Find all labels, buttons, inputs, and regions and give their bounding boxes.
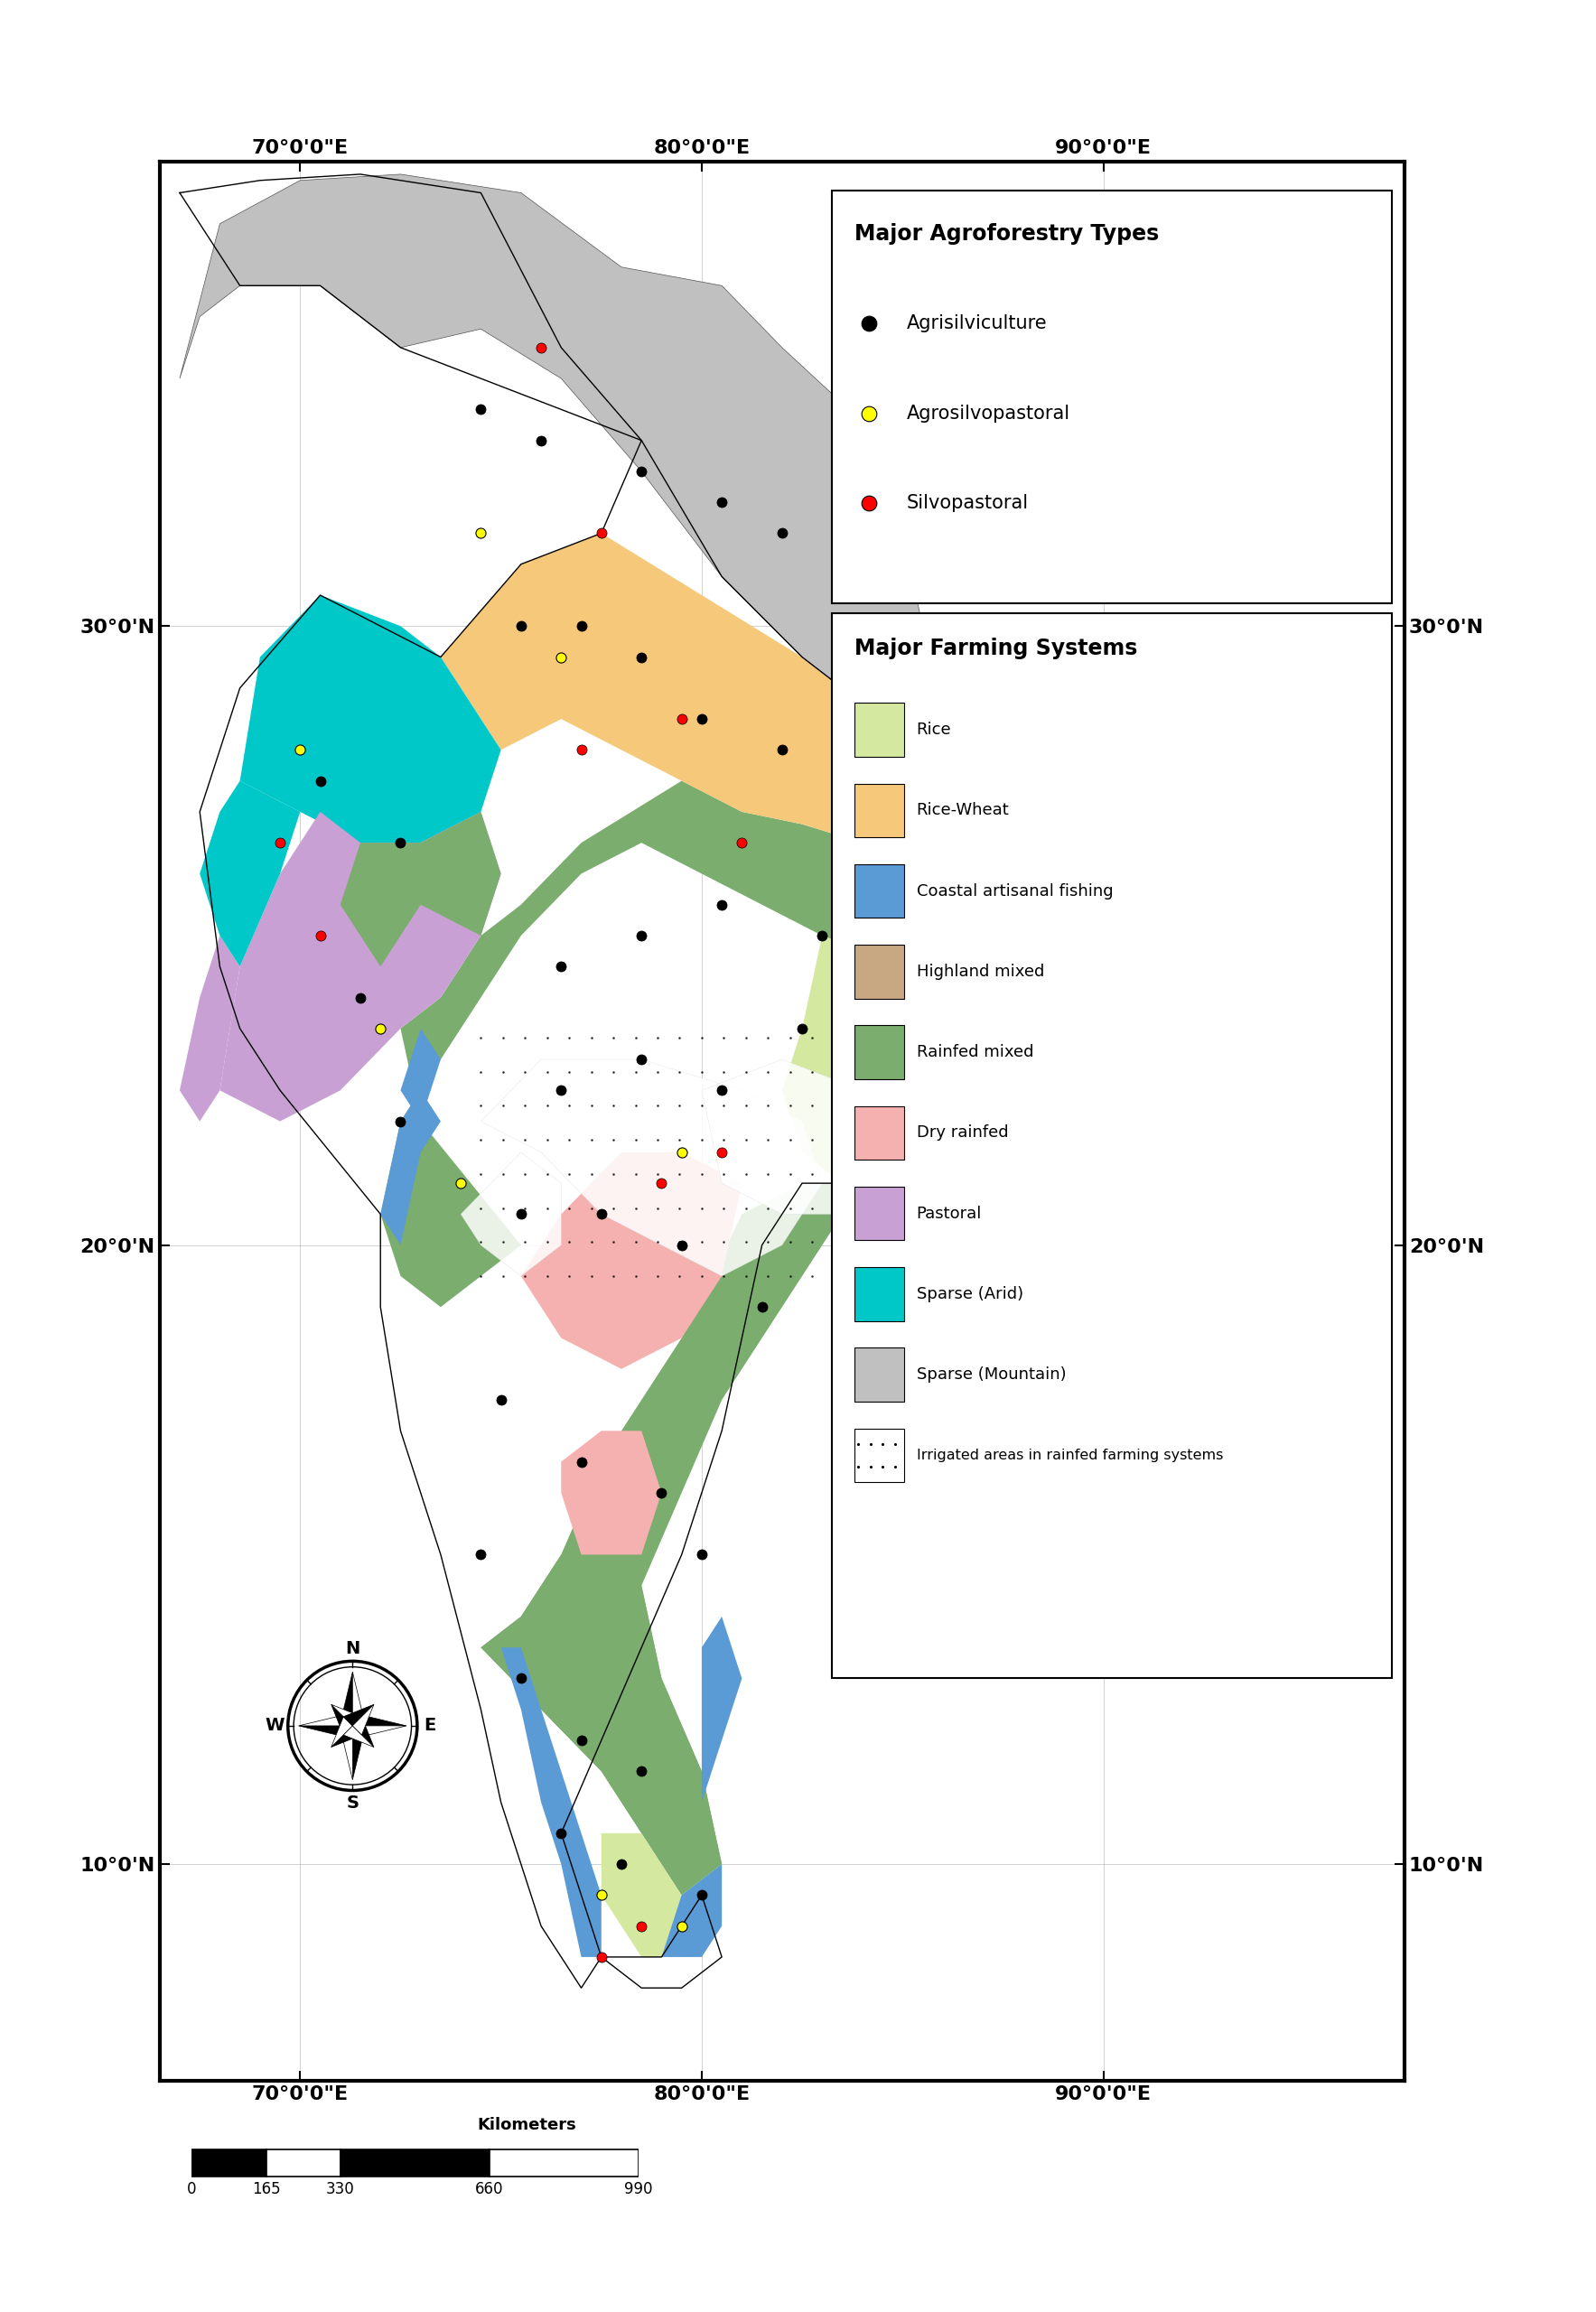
Polygon shape <box>380 781 1103 1896</box>
Text: Agrisilviculture: Agrisilviculture <box>907 314 1047 333</box>
Text: Silvopastoral: Silvopastoral <box>907 495 1028 513</box>
Polygon shape <box>440 534 1124 874</box>
Polygon shape <box>353 1725 407 1739</box>
Polygon shape <box>782 936 1023 1184</box>
Polygon shape <box>343 1725 373 1748</box>
Text: 660: 660 <box>476 2180 504 2196</box>
Bar <box>854 1186 903 1239</box>
Polygon shape <box>602 1833 721 1956</box>
Text: Sparse (Mountain): Sparse (Mountain) <box>916 1366 1066 1383</box>
Polygon shape <box>332 1716 353 1748</box>
Text: Coastal artisanal fishing: Coastal artisanal fishing <box>916 883 1112 899</box>
Bar <box>854 1027 903 1080</box>
Text: Dry rainfed: Dry rainfed <box>916 1124 1009 1140</box>
Polygon shape <box>480 1494 721 1896</box>
Polygon shape <box>480 1648 602 1956</box>
Polygon shape <box>1124 613 1384 812</box>
Polygon shape <box>343 1704 373 1725</box>
Text: Major Agroforestry Types: Major Agroforestry Types <box>854 224 1159 245</box>
Bar <box>854 865 903 918</box>
Bar <box>340 2150 490 2176</box>
Bar <box>854 1429 903 1482</box>
Polygon shape <box>298 1713 353 1725</box>
Text: Kilometers: Kilometers <box>477 2115 576 2132</box>
Bar <box>854 1105 903 1161</box>
Text: S: S <box>346 1794 359 1813</box>
Polygon shape <box>702 1059 883 1214</box>
Polygon shape <box>480 1059 822 1276</box>
Bar <box>854 1348 903 1401</box>
Polygon shape <box>353 1672 365 1725</box>
Text: Agrosilvopastoral: Agrosilvopastoral <box>907 405 1071 423</box>
Polygon shape <box>340 1725 353 1780</box>
Text: 0: 0 <box>187 2180 196 2196</box>
Text: E: E <box>425 1718 436 1734</box>
Polygon shape <box>1063 613 1384 812</box>
Text: N: N <box>345 1639 359 1658</box>
Polygon shape <box>562 1431 662 1554</box>
Text: Highland mixed: Highland mixed <box>916 964 1044 980</box>
Polygon shape <box>1203 812 1365 966</box>
Polygon shape <box>298 1725 353 1739</box>
Polygon shape <box>662 1863 721 1956</box>
Polygon shape <box>353 1704 373 1734</box>
FancyBboxPatch shape <box>832 190 1392 603</box>
Text: 330: 330 <box>326 2180 354 2196</box>
Polygon shape <box>180 936 239 1121</box>
Polygon shape <box>220 812 501 1121</box>
Text: W: W <box>265 1718 284 1734</box>
Polygon shape <box>332 1725 362 1748</box>
Polygon shape <box>702 1616 742 1803</box>
Polygon shape <box>180 173 1384 812</box>
Polygon shape <box>239 594 501 844</box>
Polygon shape <box>380 1091 440 1246</box>
Text: Sparse (Arid): Sparse (Arid) <box>916 1285 1023 1302</box>
Bar <box>854 703 903 756</box>
Polygon shape <box>353 1713 407 1725</box>
Polygon shape <box>520 1151 742 1369</box>
Polygon shape <box>332 1704 353 1734</box>
FancyBboxPatch shape <box>832 613 1392 1679</box>
Bar <box>854 946 903 999</box>
Text: Rice: Rice <box>916 721 951 738</box>
Bar <box>854 1267 903 1320</box>
Bar <box>854 784 903 837</box>
Polygon shape <box>353 1716 373 1748</box>
Bar <box>267 2150 340 2176</box>
Text: Rainfed mixed: Rainfed mixed <box>916 1045 1034 1061</box>
Bar <box>192 2150 267 2176</box>
Polygon shape <box>340 812 501 966</box>
Polygon shape <box>353 1725 365 1780</box>
Polygon shape <box>401 1029 440 1121</box>
Polygon shape <box>1002 812 1103 966</box>
Polygon shape <box>440 534 602 719</box>
Text: Major Farming Systems: Major Farming Systems <box>854 638 1138 659</box>
Polygon shape <box>332 1704 362 1725</box>
Polygon shape <box>200 781 300 966</box>
Text: 165: 165 <box>252 2180 281 2196</box>
Text: 990: 990 <box>624 2180 653 2196</box>
Polygon shape <box>461 1151 562 1276</box>
Polygon shape <box>340 1672 353 1725</box>
Text: Pastoral: Pastoral <box>916 1205 982 1221</box>
Text: Irrigated areas in rainfed farming systems: Irrigated areas in rainfed farming syste… <box>916 1447 1223 1461</box>
Text: Rice-Wheat: Rice-Wheat <box>916 802 1009 818</box>
Bar <box>490 2150 638 2176</box>
